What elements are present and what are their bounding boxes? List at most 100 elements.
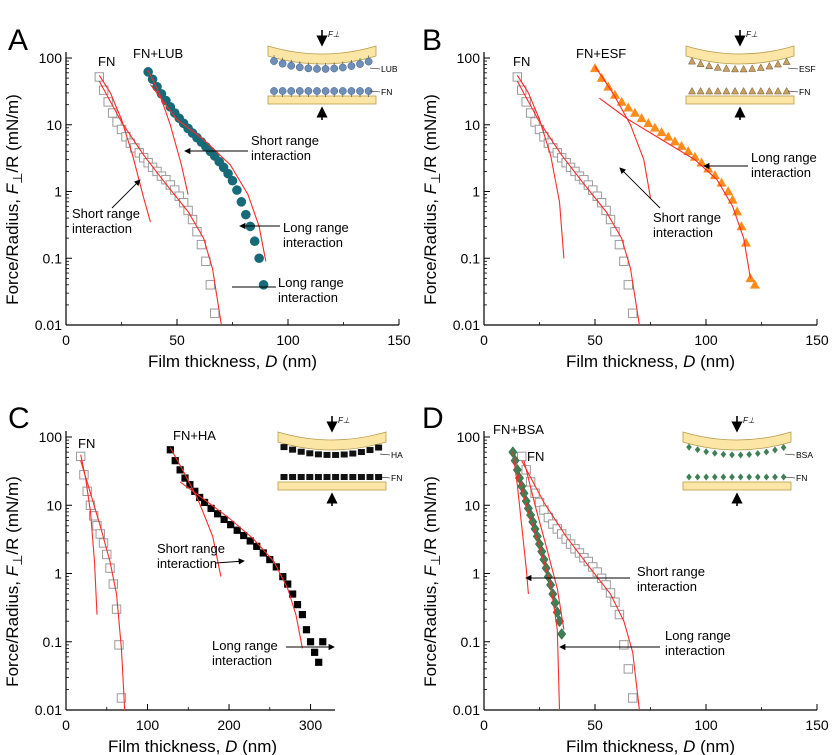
chart-panel-c: C 0.01 0.1 1 10 100 0 100 200 300 Film thickness, … — [3, 402, 403, 755]
data-point — [246, 537, 254, 545]
inset-molecule — [356, 60, 364, 68]
y-tick-label: 10 — [46, 117, 62, 133]
chart-panel-b: B 0.01 0.1 1 10 100 0 50 100 150 Film thickness, D… — [421, 24, 829, 371]
data-point — [210, 308, 220, 318]
inset-molecule — [347, 87, 356, 95]
data-point — [669, 136, 680, 146]
data-point — [253, 542, 261, 550]
inset-molecule — [313, 87, 321, 95]
panel-letter: B — [422, 24, 442, 57]
y-tick-label: 0.01 — [453, 702, 480, 718]
inset-molecule — [349, 450, 357, 457]
y-axis-label-rest: /R (mN/m) — [3, 476, 22, 554]
lower-surface — [277, 481, 387, 491]
inset-molecule — [694, 473, 701, 481]
inset-molecule — [688, 86, 696, 95]
inset-molecule — [357, 474, 365, 480]
data-point — [676, 140, 687, 150]
annotation-text: Short range — [157, 541, 225, 556]
inset-molecule — [780, 444, 787, 452]
upper-surface — [685, 45, 795, 65]
data-point — [619, 640, 629, 650]
data-point — [319, 638, 327, 646]
data-point — [258, 280, 269, 290]
inset-molecule — [375, 474, 383, 480]
inset-molecule — [306, 450, 314, 457]
inset-molecule — [314, 451, 322, 458]
inset-molecule — [780, 473, 787, 481]
data-point — [284, 580, 292, 588]
inset-molecule — [375, 444, 383, 451]
surface-schematic-inset: F⊥ ESF FN — [685, 30, 816, 120]
data-point — [723, 186, 734, 196]
y-axis-label-var: F — [421, 182, 440, 194]
inset-molecule — [295, 87, 304, 95]
chart-panel-a: A 0.01 0.1 1 10 100 0 50 100 150 Film thickness, D… — [3, 24, 411, 371]
inset-molecule — [720, 473, 727, 481]
data-point — [240, 531, 248, 540]
inset-molecule — [772, 473, 778, 481]
inset-molecule — [280, 444, 288, 451]
inset-molecule — [332, 474, 340, 480]
inset-molecule — [323, 474, 331, 480]
x-tick-label: 150 — [805, 717, 829, 733]
bottom-coating-label: FN — [799, 87, 810, 97]
y-axis-label-var: F — [3, 182, 22, 194]
force-label: F⊥ — [338, 416, 350, 425]
data-point — [663, 131, 674, 141]
data-point — [105, 563, 115, 573]
series-fn — [94, 72, 220, 318]
inset-molecule — [713, 86, 722, 95]
surface-schematic-inset: F⊥ LUB FN — [267, 30, 398, 120]
data-point — [298, 610, 306, 619]
x-axis-label: Film thickness, D (nm) — [566, 737, 735, 755]
y-tick-label: 0.1 — [461, 634, 481, 650]
annotation-text: Long range — [665, 628, 731, 643]
inset-molecule — [323, 451, 331, 458]
y-axis-label-sub: ⊥ — [10, 555, 25, 566]
data-point — [114, 640, 124, 650]
x-axis-label: Film thickness, D (nm) — [148, 352, 317, 371]
inset-molecule — [306, 474, 314, 480]
y-axis-label-sub: ⊥ — [10, 173, 25, 184]
y-tick-label: 10 — [464, 117, 480, 133]
fit-curve — [599, 97, 751, 279]
data-point — [736, 221, 747, 231]
inset-molecule — [694, 446, 701, 454]
inset-molecule — [722, 64, 731, 72]
inset-molecule — [774, 86, 782, 95]
lower-surface — [682, 481, 792, 491]
data-point — [233, 526, 241, 534]
inset-molecule — [722, 86, 731, 95]
x-tick-label: 0 — [480, 332, 488, 348]
inset-molecule — [340, 451, 348, 458]
data-point — [214, 510, 222, 518]
data-point — [609, 89, 620, 99]
fit-curve — [80, 460, 126, 710]
bottom-label-leader — [784, 476, 796, 479]
y-axis-label-text: Force/Radius, — [3, 576, 22, 687]
inset-molecule — [712, 449, 718, 457]
inset-molecule — [703, 473, 709, 481]
x-axis-label-text: Film thickness, — [566, 737, 683, 755]
force-label: F⊥ — [746, 30, 758, 39]
inset-molecule — [280, 474, 288, 480]
series-label: FN+ESF — [576, 46, 626, 61]
data-point — [205, 280, 216, 290]
y-tick-label: 100 — [457, 429, 481, 445]
inset-molecule — [746, 450, 752, 458]
inset-molecule — [338, 87, 347, 95]
annotation-text: Long range — [283, 220, 349, 235]
inset-molecule — [755, 450, 761, 458]
data-point — [636, 113, 647, 123]
data-point — [306, 638, 315, 646]
annotation-arrow — [215, 558, 245, 565]
inset-molecule — [696, 59, 705, 67]
inset-molecule — [330, 64, 339, 73]
inset-molecule — [755, 473, 761, 481]
force-label: F⊥ — [743, 416, 755, 425]
panel-letter: A — [8, 24, 28, 57]
inset-molecule — [739, 86, 748, 95]
inset-molecule — [774, 60, 782, 68]
bottom-label-leader — [787, 90, 799, 93]
